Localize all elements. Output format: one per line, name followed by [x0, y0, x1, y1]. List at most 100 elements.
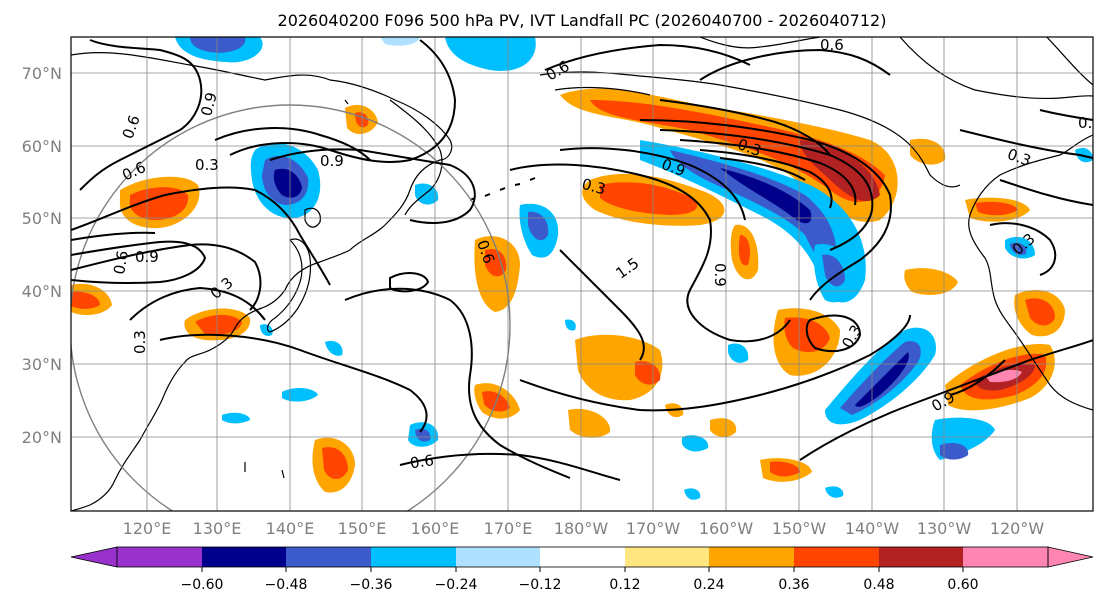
lon-label: 180°W: [554, 519, 609, 538]
lat-label: 30°N: [22, 355, 62, 374]
latitude-labels: 70°N 60°N 50°N 40°N 30°N 20°N: [22, 64, 62, 447]
colorbar-bin: [371, 547, 456, 567]
colorbar-tick-label: 0.12: [609, 577, 640, 593]
coastline-alaska: [539, 71, 961, 188]
lon-label: 170°W: [626, 519, 681, 538]
ivt-contours: [71, 39, 1093, 481]
lat-label: 40°N: [22, 282, 62, 301]
coastlines: [71, 37, 1093, 511]
contour-line: [559, 249, 645, 361]
contour-line: [639, 119, 892, 301]
lat-label: 60°N: [22, 137, 62, 156]
pv-negative-streak-gulf-of-alaska: [640, 140, 866, 303]
contour-label: 0.3: [195, 156, 219, 174]
colorbar-tick-label: 0.24: [693, 577, 724, 593]
contour-line: [79, 39, 203, 191]
lon-label: 150°E: [338, 519, 387, 538]
colorbar-bin: [456, 547, 540, 567]
colorbar-bin: [202, 547, 286, 567]
colorbar-tick-label: 0.60: [947, 577, 978, 593]
lon-label: 130°E: [193, 519, 242, 538]
contour-line: [1039, 109, 1093, 121]
lat-label: 20°N: [22, 428, 62, 447]
longitude-labels: 120°E 130°E 140°E 150°E 160°E 170°E 180°…: [123, 519, 1045, 538]
lon-label: 120°W: [990, 519, 1045, 538]
contour-label: 0.9: [135, 248, 159, 266]
contour-line: [519, 314, 911, 412]
colorbar-tick-label: −0.60: [181, 577, 224, 593]
contour-line: [805, 314, 862, 353]
colorbar: −0.60 −0.48 −0.36 −0.24 −0.12 0.12 0.24 …: [70, 546, 1094, 593]
contour-line: [659, 129, 874, 251]
lat-label: 70°N: [22, 64, 62, 83]
lon-label: 140°E: [266, 519, 315, 538]
colorbar-bin: [117, 547, 202, 567]
contour-label: 0.3: [131, 330, 149, 354]
contour-line: [399, 452, 621, 481]
lat-label: 50°N: [22, 209, 62, 228]
colorbar-bin: [540, 547, 625, 567]
contour-line: [679, 139, 857, 206]
colorbar-tick-label: −0.24: [435, 577, 478, 593]
colorbar-extend-min: [70, 546, 118, 568]
contour-label: 0.9: [711, 263, 729, 287]
contour-line: [71, 186, 331, 286]
lon-label: 120°E: [123, 519, 172, 538]
contour-line: [799, 339, 1093, 461]
coastline-kamchatka: [389, 99, 443, 216]
colorbar-tick-label: −0.12: [519, 577, 562, 593]
colorbar-tick-label: −0.36: [350, 577, 393, 593]
pv-shading: [71, 37, 1093, 500]
colorbar-bin: [286, 547, 371, 567]
contour-line: [999, 179, 1093, 206]
contour-label: 0.3: [580, 175, 608, 199]
contour-label: 0.9: [197, 90, 221, 118]
coastline-asia: [71, 52, 453, 511]
colorbar-bin: [625, 547, 709, 567]
contour-line: [389, 272, 430, 293]
contour-line: [71, 240, 207, 285]
contour-line: [269, 148, 476, 224]
lon-label: 140°W: [845, 519, 900, 538]
contour-line: [659, 99, 831, 156]
contour-label: 0.6: [110, 249, 132, 276]
colorbar-bin: [794, 547, 879, 567]
contour-line: [159, 333, 428, 433]
contour-line: [544, 43, 751, 71]
map-title: 2026040200 F096 500 hPa PV, IVT Landfall…: [278, 11, 887, 30]
contour-line: [949, 359, 1006, 396]
range-circle: [71, 104, 511, 511]
colorbar-tick-label: −0.48: [265, 577, 308, 593]
colorbar-bin: [879, 547, 963, 567]
lon-label: 150°W: [772, 519, 827, 538]
contour-line: [129, 286, 266, 321]
colorbar-tick-label: 0.48: [863, 577, 894, 593]
lon-label: 130°W: [917, 519, 972, 538]
map-border: [70, 36, 1094, 512]
contour-label: 0.6: [820, 36, 844, 54]
contour-line: [989, 222, 1057, 276]
contour-line: [959, 129, 1093, 159]
contour-line: [559, 147, 746, 221]
map-panel: 0.9 0.6 0.6 0.3 0.9 0.9 0.6 0.3 0.3 0.6 …: [71, 36, 1102, 511]
contour-line: [509, 163, 791, 343]
lon-label: 160°E: [411, 519, 460, 538]
contour-line: [699, 149, 833, 209]
contour-line: [719, 157, 806, 181]
lon-label: 170°E: [484, 519, 533, 538]
colorbar-tick-label: 0.36: [778, 577, 809, 593]
colorbar-extend-max: [1047, 546, 1094, 568]
lon-label: 160°W: [699, 519, 754, 538]
colorbar-bin: [709, 547, 794, 567]
coastline-japan: [266, 238, 312, 333]
contour-label: 0.6: [409, 451, 435, 472]
contour-label: 0.3: [1078, 114, 1102, 132]
contour-line: [229, 39, 457, 163]
contour-line: [71, 243, 262, 311]
contour-label: 0.9: [320, 152, 344, 170]
coastline-north-america: [968, 134, 1093, 411]
colorbar-bin: [963, 547, 1048, 567]
contour-line: [71, 231, 156, 241]
contour-line: [699, 48, 891, 81]
